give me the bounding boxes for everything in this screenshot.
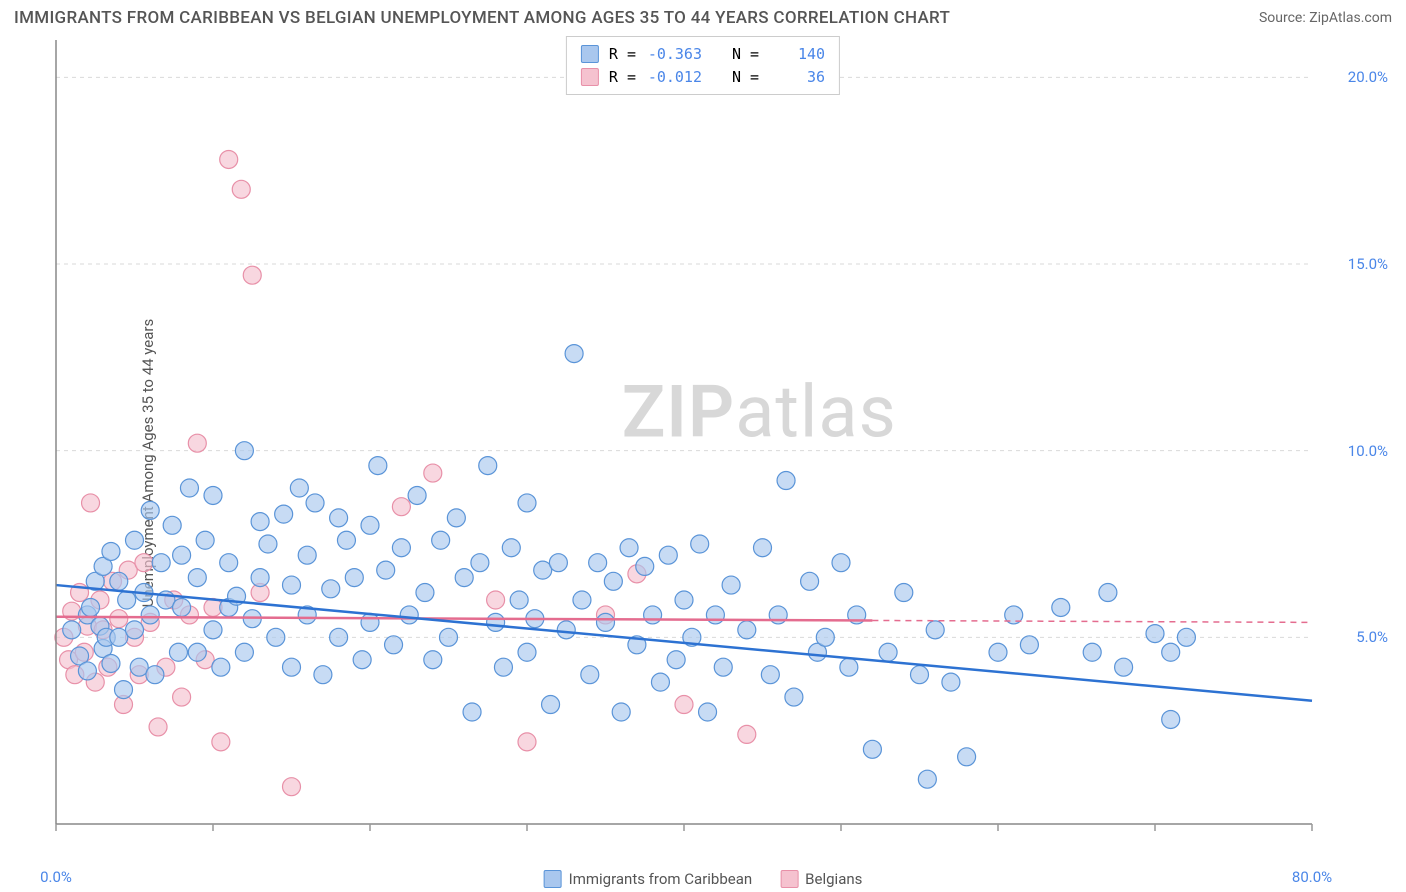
stats-r-value-b: -0.012: [646, 66, 702, 89]
y-tick-label: 20.0%: [1348, 68, 1388, 86]
legend-label-b: Belgians: [805, 870, 862, 888]
source-prefix: Source:: [1259, 10, 1309, 26]
stats-legend-box: R = -0.363 N = 140 R = -0.012 N = 36: [566, 36, 840, 95]
legend-item-b: Belgians: [780, 870, 862, 888]
x-tick-label: 80.0%: [1292, 868, 1332, 886]
stats-row-a: R = -0.363 N = 140: [581, 43, 825, 66]
stats-n-value-a: 140: [769, 43, 825, 66]
y-tick-label: 10.0%: [1348, 442, 1388, 460]
y-tick-label: 15.0%: [1348, 255, 1388, 273]
source-credit: Source: ZipAtlas.com: [1259, 10, 1392, 26]
source-link[interactable]: ZipAtlas.com: [1309, 10, 1392, 26]
plot-area: Unemployment Among Ages 35 to 44 years Z…: [0, 34, 1406, 892]
legend-swatch-a: [544, 870, 562, 888]
stats-n-value-b: 36: [769, 66, 825, 89]
bottom-legend: Immigrants from Caribbean Belgians: [544, 870, 863, 888]
chart-title: IMMIGRANTS FROM CARIBBEAN VS BELGIAN UNE…: [14, 8, 950, 28]
stats-r-value-a: -0.363: [646, 43, 702, 66]
stats-swatch-b: [581, 68, 599, 86]
stats-row-b: R = -0.012 N = 36: [581, 66, 825, 89]
legend-swatch-b: [780, 870, 798, 888]
stats-n-label: N =: [732, 43, 759, 66]
x-tick-label: 0.0%: [40, 868, 72, 886]
y-tick-label: 5.0%: [1356, 628, 1388, 646]
stats-r-label: R =: [609, 66, 636, 89]
stats-r-label: R =: [609, 43, 636, 66]
scatter-chart: [48, 34, 1392, 860]
legend-item-a: Immigrants from Caribbean: [544, 870, 753, 888]
legend-label-a: Immigrants from Caribbean: [569, 870, 753, 888]
stats-swatch-a: [581, 45, 599, 63]
stats-n-label: N =: [732, 66, 759, 89]
chart-header: IMMIGRANTS FROM CARIBBEAN VS BELGIAN UNE…: [14, 8, 1392, 28]
